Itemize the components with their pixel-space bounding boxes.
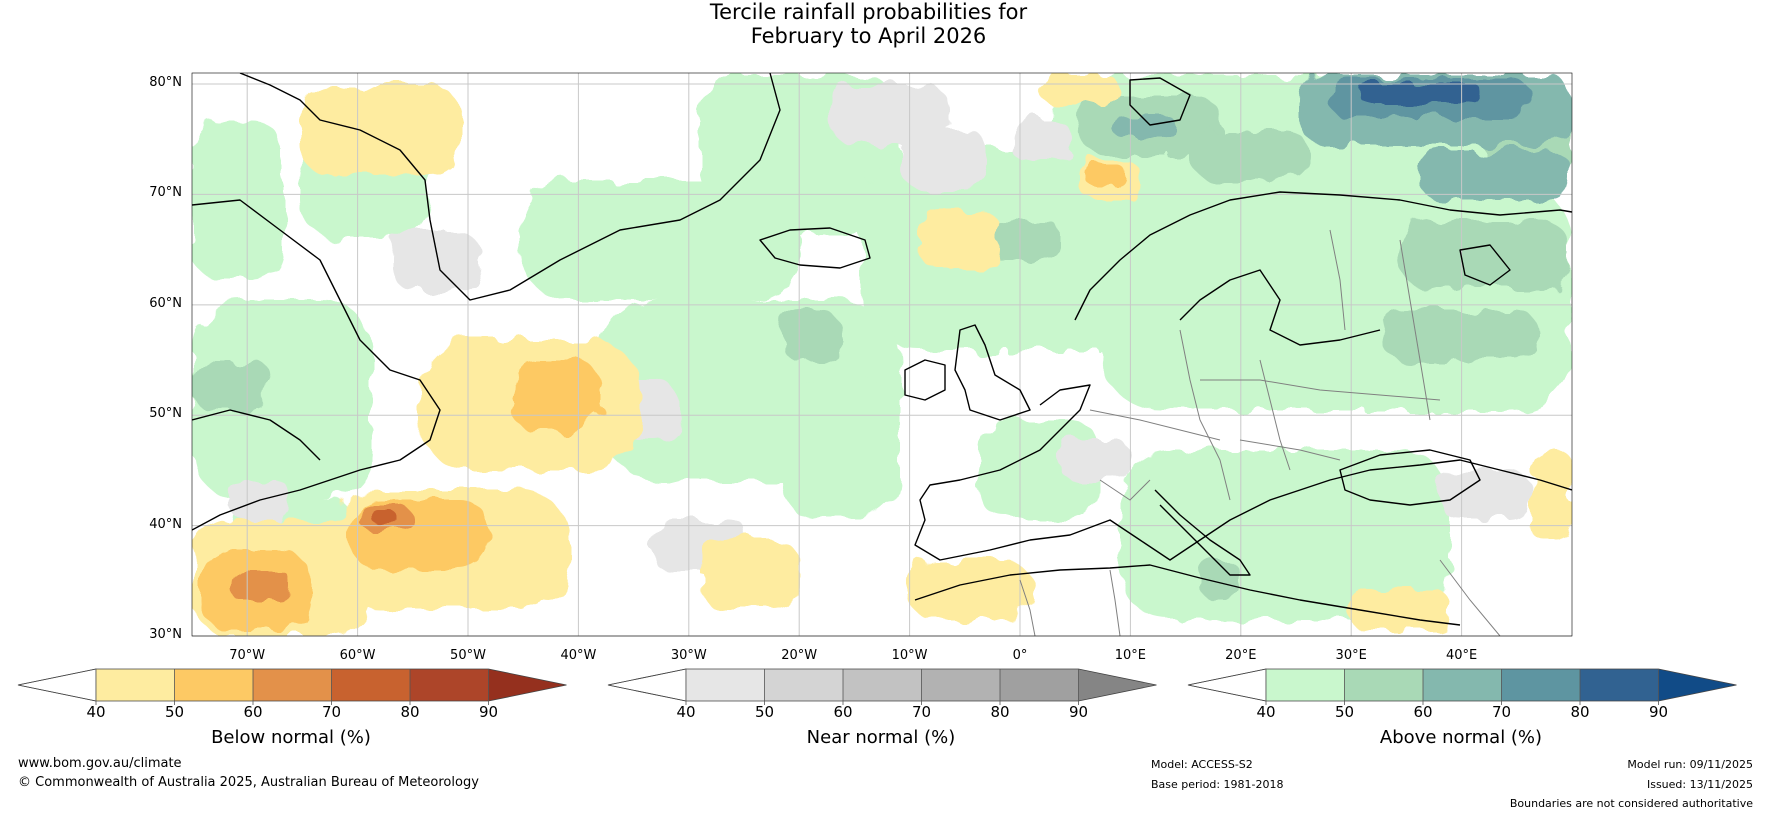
latitude-label: 50°N [149, 406, 182, 422]
probability-shading [192, 75, 1572, 636]
map-frame [191, 72, 1573, 637]
above-normal-label: Above normal (%) [1379, 727, 1543, 748]
colorbar-tick-label: 90 [1068, 703, 1089, 721]
longitude-label: 10°W [891, 648, 928, 663]
colorbar-tick-label: 90 [1648, 703, 1669, 721]
title-line-1: Tercile rainfall probabilities for [709, 0, 1028, 24]
latitude-label: 70°N [149, 185, 182, 201]
title-line-2: February to April 2026 [750, 24, 987, 48]
longitude-label: 50°W [450, 648, 486, 663]
above-normal-90-shading [1360, 82, 1480, 104]
colorbar-segment [843, 669, 922, 701]
colorbar-segment [1266, 669, 1345, 701]
north-africa-coastline [914, 564, 1461, 626]
colorbar-tick-label: 90 [478, 703, 499, 721]
svalbard-coastline [1129, 77, 1191, 126]
map-title: Tercile rainfall probabilities for Febru… [0, 0, 1737, 48]
colorbar-segment [331, 669, 410, 701]
black-sea-coastline [1339, 449, 1481, 506]
colorbar-max-extension [1078, 669, 1157, 701]
issued-text: Issued: 13/11/2025 [1646, 778, 1753, 791]
near-normal-label: Near normal (%) [806, 727, 956, 748]
longitude-label: 40°W [560, 648, 597, 663]
colorbar-min-extension [17, 668, 97, 702]
colorbar-segment [253, 669, 332, 701]
model-run-text: Model run: 09/11/2025 [1627, 758, 1753, 771]
white-sea-coastline [1459, 244, 1511, 286]
longitude-label: 30°W [670, 648, 707, 663]
longitude-label: 40°E [1445, 648, 1478, 663]
colorbar-tick-label: 50 [754, 703, 775, 721]
colorbar-below-normal [17, 668, 567, 705]
colorbar-segment [1501, 669, 1580, 701]
disclaimer-text: Boundaries are not considered authoritat… [1509, 797, 1753, 810]
europe-coastline [914, 384, 1572, 561]
colorbar-segment [1344, 669, 1423, 701]
longitude-label: 0° [1012, 648, 1028, 663]
base-period-text: Base period: 1981-2018 [1151, 778, 1284, 791]
colorbar-tick-label: 80 [990, 703, 1010, 721]
labrador-coastline [192, 409, 321, 461]
latitude-label: 80°N [149, 75, 182, 91]
british-isles-coastline [954, 324, 1031, 421]
colorbar-tick-label: 80 [1570, 703, 1590, 721]
colorbar-max-extension [1658, 669, 1737, 701]
colorbar-tick-label: 80 [400, 703, 420, 721]
italy-coastline [1154, 489, 1251, 576]
baltic-coastline [1179, 269, 1381, 346]
greenland-coastline [239, 73, 781, 301]
website-link[interactable]: www.bom.gov.au/climate [18, 756, 182, 771]
colorbar-tick-label: 70 [321, 703, 342, 721]
colorbar-above-normal [1187, 668, 1737, 705]
colorbar-tick-label: 60 [243, 703, 263, 721]
colorbar-tick-label: 40 [1256, 703, 1276, 721]
coastlines [192, 73, 1572, 626]
below-normal-label: Below normal (%) [211, 727, 371, 748]
colorbar-tick-label: 40 [676, 703, 696, 721]
colorbar-tick-label: 50 [164, 703, 185, 721]
colorbar-tick-label: 40 [86, 703, 106, 721]
longitude-label: 20°E [1225, 648, 1257, 663]
longitude-label: 10°E [1114, 648, 1147, 663]
colorbar-segment [764, 669, 843, 701]
colorbar-tick-label: 50 [1334, 703, 1355, 721]
colorbar-tick-label: 60 [833, 703, 853, 721]
copyright-text: © Commonwealth of Australia 2025, Austra… [18, 775, 479, 790]
below-normal-80-shading [372, 510, 396, 524]
colorbar-segment [96, 669, 175, 701]
latitude-label: 40°N [149, 516, 182, 532]
colorbar-segment [1580, 669, 1659, 701]
colorbar-segment [686, 669, 765, 701]
colorbar-min-extension [607, 668, 687, 702]
colorbar-min-extension [1187, 668, 1267, 702]
longitude-label: 60°W [339, 648, 376, 663]
canada-coastline [192, 199, 441, 531]
colorbar-segment [1423, 669, 1502, 701]
latitude-label: 30°N [149, 627, 182, 642]
country-borders [1019, 229, 1501, 636]
longitude-label: 70°W [229, 648, 266, 663]
ireland-coastline [904, 359, 946, 401]
model-text: Model: ACCESS-S2 [1151, 758, 1253, 771]
colorbar-segment [410, 669, 489, 701]
iceland-coastline [759, 227, 871, 269]
longitude-label: 20°W [781, 648, 818, 663]
colorbar-tick-label: 70 [911, 703, 932, 721]
colorbar-max-extension [488, 669, 567, 701]
colorbar-segment [921, 669, 1000, 701]
longitude-label: 30°E [1335, 648, 1367, 663]
colorbar-tick-label: 70 [1491, 703, 1512, 721]
colorbar-segment [174, 669, 253, 701]
colorbar-tick-label: 60 [1413, 703, 1433, 721]
colorbar-near-normal [607, 668, 1157, 705]
latitude-label: 60°N [149, 295, 182, 311]
scandinavia-coastline [1074, 191, 1572, 321]
colorbar-segment [1000, 669, 1079, 701]
